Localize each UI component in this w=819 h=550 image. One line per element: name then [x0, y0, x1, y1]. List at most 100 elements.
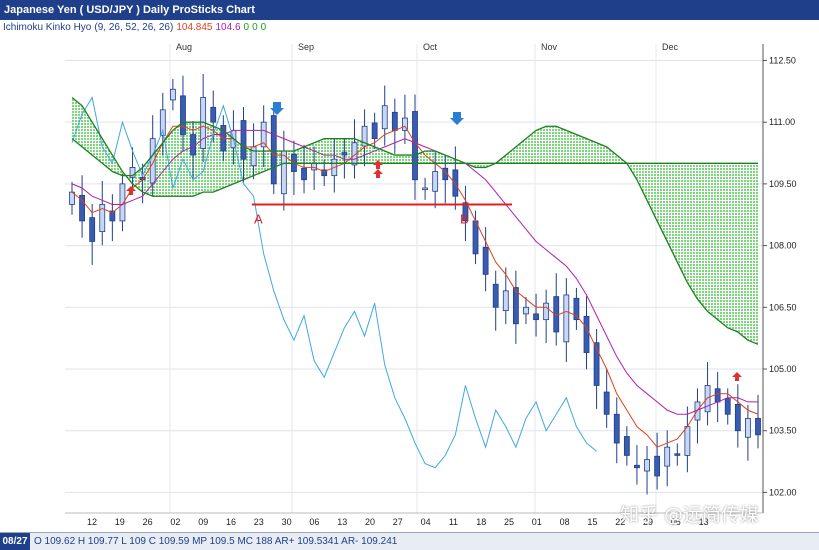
x-tick-label: 01	[532, 517, 542, 527]
x-tick-label: 16	[226, 517, 236, 527]
candle	[109, 210, 116, 222]
candle	[452, 169, 459, 197]
x-tick-label: 12	[87, 517, 97, 527]
candle	[674, 453, 681, 456]
indicator-value: 0	[260, 22, 267, 33]
x-tick-label: 02	[170, 517, 180, 527]
indicator-value: 104.6	[215, 22, 241, 33]
candle	[381, 105, 388, 130]
candle	[391, 111, 398, 131]
candle	[593, 342, 600, 386]
x-tick-label: 09	[198, 517, 208, 527]
support-label-a: A	[254, 211, 263, 226]
x-tick-label: 20	[365, 517, 375, 527]
candle	[714, 388, 721, 403]
candle	[240, 120, 247, 160]
candle	[533, 313, 539, 321]
x-tick-label: 06	[309, 517, 319, 527]
candle	[99, 204, 106, 233]
sell-arrow-icon	[270, 102, 284, 115]
watermark: 知乎 @远简传媒	[620, 504, 760, 526]
candle	[270, 115, 277, 185]
candle	[512, 287, 519, 325]
x-tick-label: 04	[421, 517, 431, 527]
candle	[180, 95, 186, 135]
status-bar: 08/27 O 109.62 H 109.77 L 109 C 109.59 M…	[0, 532, 819, 550]
series-line-senkou_b	[71, 96, 758, 197]
candle	[159, 109, 166, 136]
month-label: Aug	[176, 42, 192, 52]
x-tick-label: 26	[143, 517, 153, 527]
candle	[482, 246, 489, 275]
indicator-value: 0	[243, 22, 250, 33]
candle	[704, 385, 711, 413]
candle	[79, 194, 85, 222]
candle	[169, 88, 176, 101]
candle	[523, 306, 529, 315]
candle	[724, 398, 731, 415]
candle	[89, 217, 96, 242]
candle	[634, 464, 640, 469]
y-tick-label: 103.50	[769, 426, 797, 436]
candle	[462, 202, 469, 222]
candle	[371, 122, 378, 140]
window-title: Japanese Yen ( USD/JPY ) Daily ProSticks…	[4, 4, 255, 16]
x-tick-label: 19	[115, 517, 125, 527]
indicator-bar: Ichimoku Kinko Hyo (9, 26, 52, 26, 26) 104…	[0, 20, 819, 36]
candle	[361, 125, 368, 147]
candle	[260, 121, 267, 148]
candle	[129, 167, 136, 178]
candle	[755, 417, 761, 436]
y-tick-label: 112.50	[769, 55, 796, 65]
x-tick-label: 08	[560, 517, 570, 527]
candle	[623, 436, 630, 456]
candle	[734, 403, 741, 432]
candle	[684, 426, 691, 456]
candle	[321, 169, 328, 177]
candle	[280, 150, 287, 195]
buy-arrow-icon	[373, 169, 383, 178]
candle	[573, 297, 580, 321]
x-tick-label: 27	[393, 517, 403, 527]
support-label-b: B	[460, 211, 469, 226]
candle	[351, 142, 358, 166]
candle	[402, 117, 408, 131]
indicator-value: 104.845	[176, 22, 213, 33]
y-tick-label: 109.50	[769, 179, 797, 189]
candle	[472, 220, 479, 255]
sell-arrow-icon	[450, 112, 464, 125]
price-chart: Aug Sep Oct Nov Dec 112.50 111.00 109.50 108.00 1…	[65, 42, 797, 527]
x-tick-label: 22	[615, 517, 625, 527]
x-tick-label: 13	[337, 517, 347, 527]
candle	[664, 446, 671, 467]
buy-arrow-icon	[732, 372, 742, 381]
candle	[613, 413, 620, 444]
series-line-kijun	[71, 129, 758, 415]
buy-arrow-icon	[126, 186, 136, 195]
window-title-bar: Japanese Yen ( USD/JPY ) Daily ProSticks…	[0, 0, 819, 20]
candle	[563, 294, 570, 343]
y-tick-label: 105.00	[769, 364, 797, 374]
ohlc-readout: O 109.62 H 109.77 L 109 C 109.59 MP 109.…	[34, 536, 398, 547]
month-label: Dec	[662, 42, 679, 52]
y-tick-label: 111.00	[769, 117, 795, 127]
month-label: Oct	[423, 42, 438, 52]
candle	[341, 152, 348, 156]
x-tick-label: 25	[504, 517, 514, 527]
y-tick-label: 102.00	[769, 487, 797, 497]
series-line-chikou	[71, 96, 597, 469]
x-tick-label: 29	[643, 517, 653, 527]
buy-arrow-icon	[373, 160, 383, 169]
candle	[745, 417, 751, 438]
candle	[583, 315, 590, 353]
candle	[432, 171, 439, 192]
x-tick-label: 18	[476, 517, 486, 527]
x-tick-label: 15	[587, 517, 597, 527]
status-date: 08/27	[0, 533, 30, 550]
indicator-params: (9, 26, 52, 26, 26)	[94, 22, 174, 33]
candle	[603, 391, 610, 415]
x-tick-label: 30	[282, 517, 292, 527]
candle	[119, 183, 126, 222]
x-tick-label: 13	[699, 517, 709, 527]
candle	[502, 290, 509, 311]
